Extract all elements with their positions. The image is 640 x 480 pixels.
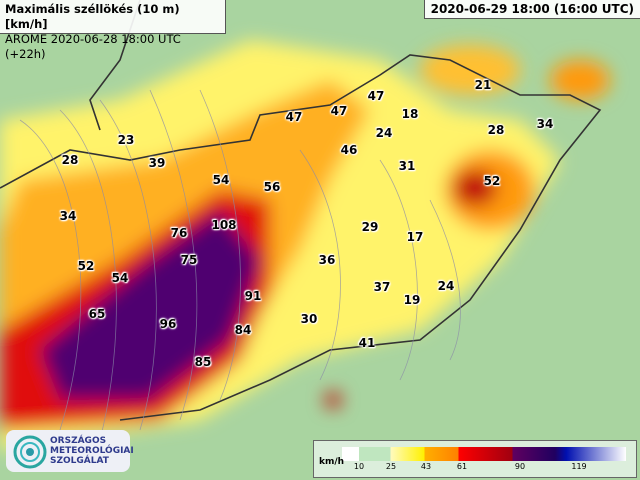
gust-value-label: 17 [406, 230, 424, 244]
model-run: AROME 2020-06-28 18:00 UTC (+22h) [5, 32, 181, 61]
gust-value-label: 29 [361, 220, 379, 234]
color-legend: km/h 10 25 43 61 90 119 [313, 440, 637, 478]
valid-time: 2020-06-29 18:00 (16:00 UTC) [423, 0, 640, 19]
legend-tick: 25 [385, 462, 397, 471]
gust-value-label: 108 [211, 218, 237, 232]
gust-value-label: 28 [487, 123, 505, 137]
gust-value-label: 47 [367, 89, 385, 103]
gust-value-label: 34 [536, 117, 554, 131]
gust-value-label: 76 [170, 226, 188, 240]
gust-value-label: 84 [234, 323, 252, 337]
logo-line: ORSZÁGOS [50, 436, 107, 446]
gust-value-label: 31 [398, 159, 416, 173]
gust-value-label: 19 [403, 293, 421, 307]
gust-value-label: 36 [318, 253, 336, 267]
logo-line: SZOLGÁLAT [50, 456, 109, 466]
legend-tick: 10 [353, 462, 365, 471]
gust-value-label: 41 [358, 336, 376, 350]
streamlines [19, 89, 461, 441]
gust-value-label: 47 [330, 104, 348, 118]
gust-value-label: 91 [244, 289, 262, 303]
gust-value-label: 54 [111, 271, 129, 285]
gust-value-label: 52 [483, 174, 501, 188]
gust-value-label: 34 [59, 209, 77, 223]
gust-value-label: 30 [300, 312, 318, 326]
gust-value-label: 46 [340, 143, 358, 157]
spiral-logo-icon [13, 435, 47, 469]
gust-value-label: 56 [263, 180, 281, 194]
gust-value-label: 24 [375, 126, 393, 140]
legend-tick: 43 [420, 462, 432, 471]
gust-value-label: 28 [61, 153, 79, 167]
gust-value-label: 23 [117, 133, 135, 147]
omsz-logo: ORSZÁGOS METEOROLÓGIAI SZOLGÁLAT [6, 430, 134, 472]
gust-value-label: 96 [159, 317, 177, 331]
gust-value-label: 18 [401, 107, 419, 121]
gust-value-label: 75 [180, 253, 198, 267]
legend-tick: 119 [571, 462, 587, 471]
legend-tick: 90 [514, 462, 526, 471]
map-title: Maximális széllökés (10 m) [km/h] [5, 2, 180, 31]
gust-value-label: 47 [285, 110, 303, 124]
gust-value-label: 65 [88, 307, 106, 321]
gust-value-label: 21 [474, 78, 492, 92]
gust-value-label: 54 [212, 173, 230, 187]
legend-colorbar [342, 447, 626, 461]
legend-unit: km/h [319, 457, 345, 467]
gust-value-label: 85 [194, 355, 212, 369]
map-title-box: Maximális széllökés (10 m) [km/h] AROME … [0, 0, 226, 61]
gust-value-label: 39 [148, 156, 166, 170]
logo-line: METEOROLÓGIAI [50, 446, 134, 456]
gust-value-label: 24 [437, 279, 455, 293]
legend-tick: 61 [456, 462, 468, 471]
gust-value-label: 37 [373, 280, 391, 294]
gust-value-label: 52 [77, 259, 95, 273]
